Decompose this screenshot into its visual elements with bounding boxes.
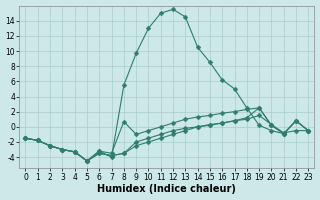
- X-axis label: Humidex (Indice chaleur): Humidex (Indice chaleur): [98, 184, 236, 194]
